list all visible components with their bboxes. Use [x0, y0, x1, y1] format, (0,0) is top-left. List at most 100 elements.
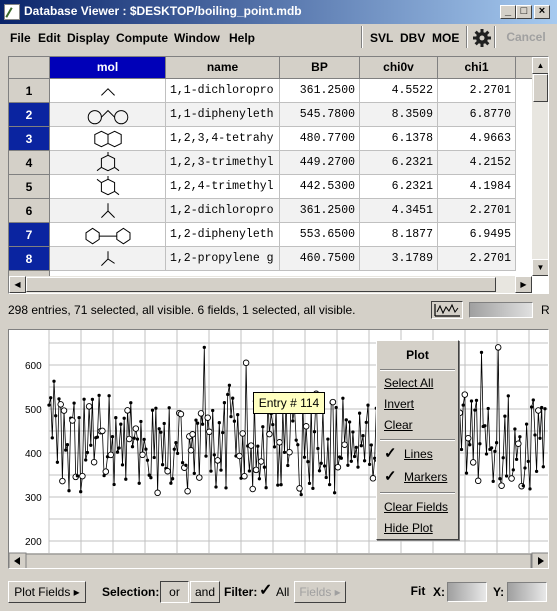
plot-marker[interactable] — [125, 478, 127, 480]
plot-marker[interactable] — [323, 465, 325, 467]
plot-marker[interactable] — [153, 456, 155, 458]
scroll-thumb[interactable] — [533, 74, 548, 102]
column-header-mol[interactable]: mol — [50, 57, 166, 79]
menu-help[interactable]: Help — [229, 31, 255, 45]
table-cell-bp[interactable]: 553.6500 — [280, 223, 360, 247]
plot-marker[interactable] — [161, 464, 163, 466]
table-cell-chi0v[interactable]: 6.1378 — [360, 127, 438, 151]
plot-marker[interactable] — [307, 461, 309, 463]
plot-marker[interactable] — [181, 462, 183, 464]
select-all-item[interactable]: Select All — [384, 376, 433, 390]
plot-marker[interactable] — [173, 448, 175, 450]
plot-marker[interactable] — [536, 408, 542, 414]
plot-marker[interactable] — [350, 460, 352, 462]
plot-marker[interactable] — [83, 398, 85, 400]
plot-marker[interactable] — [150, 477, 152, 479]
plot-marker[interactable] — [355, 446, 357, 448]
plot-marker[interactable] — [68, 490, 70, 492]
plot-marker[interactable] — [525, 423, 527, 425]
plot-marker[interactable] — [168, 407, 170, 409]
plot-marker[interactable] — [176, 452, 178, 454]
plot-marker[interactable] — [495, 442, 497, 444]
plot-marker[interactable] — [502, 457, 504, 459]
plot-marker[interactable] — [131, 446, 133, 448]
plot-marker[interactable] — [345, 419, 347, 421]
plot-marker[interactable] — [258, 459, 264, 465]
table-cell-bp[interactable]: 480.7700 — [280, 127, 360, 151]
y-slider[interactable] — [507, 582, 547, 602]
plot-marker[interactable] — [330, 399, 336, 405]
plot-marker[interactable] — [539, 437, 541, 439]
plot-marker[interactable] — [98, 394, 100, 396]
invert-item[interactable]: Invert — [384, 397, 414, 411]
table-cell-name[interactable]: 1,2-propylene g — [166, 247, 280, 271]
table-cell-bp[interactable]: 361.2500 — [280, 199, 360, 223]
plot-marker[interactable] — [86, 404, 92, 410]
column-header-chi1[interactable]: chi1 — [438, 57, 516, 79]
plot-marker[interactable] — [103, 474, 105, 476]
table-cell-chi1[interactable]: 2.2701 — [438, 247, 516, 271]
scroll-left-button[interactable]: ◀ — [9, 276, 26, 293]
table-cell-chi0v[interactable]: 6.2321 — [360, 151, 438, 175]
row-number[interactable]: 8 — [9, 247, 50, 271]
plot-marker[interactable] — [470, 460, 476, 466]
plot-marker[interactable] — [50, 397, 52, 399]
table-cell-bp[interactable]: 442.5300 — [280, 175, 360, 199]
plot-marker[interactable] — [61, 408, 67, 414]
plot-marker[interactable] — [328, 483, 330, 485]
plot-marker[interactable] — [327, 438, 329, 440]
plot-marker[interactable] — [151, 409, 153, 411]
plot-marker[interactable] — [287, 464, 289, 466]
menu-compute[interactable]: Compute — [116, 31, 168, 45]
table-cell-name[interactable]: 1,1-diphenyleth — [166, 103, 280, 127]
plot-marker[interactable] — [505, 475, 507, 477]
table-cell-bp[interactable]: 449.2700 — [280, 151, 360, 175]
plot-marker[interactable] — [297, 444, 299, 446]
molecule-structure[interactable] — [50, 127, 166, 151]
plot-marker[interactable] — [347, 464, 349, 466]
plot-marker[interactable] — [465, 472, 467, 474]
and-button[interactable]: and — [190, 581, 220, 603]
row-number[interactable]: 2 — [9, 103, 50, 127]
plot-marker[interactable] — [263, 466, 265, 468]
table-cell-chi1[interactable]: 2.2701 — [438, 79, 516, 103]
plot-marker[interactable] — [115, 417, 117, 419]
plot-marker[interactable] — [195, 419, 197, 421]
plot-marker[interactable] — [123, 417, 125, 419]
plot-marker[interactable] — [303, 424, 309, 430]
plot-marker[interactable] — [295, 439, 297, 441]
plot-marker[interactable] — [136, 438, 138, 440]
plot-marker[interactable] — [532, 399, 534, 401]
plot-marker[interactable] — [475, 478, 481, 484]
plot-marker[interactable] — [358, 412, 360, 414]
plot-marker[interactable] — [462, 392, 468, 398]
moe-button[interactable]: MOE — [432, 31, 459, 45]
table-cell-bp[interactable]: 361.2500 — [280, 79, 360, 103]
minimize-button[interactable]: _ — [500, 5, 516, 19]
plot-marker[interactable] — [313, 431, 315, 433]
plot-marker[interactable] — [303, 456, 305, 458]
plot-marker[interactable] — [55, 415, 57, 417]
plot-marker[interactable] — [100, 428, 106, 434]
table-cell-chi1[interactable]: 4.2152 — [438, 151, 516, 175]
plot-marker[interactable] — [248, 470, 250, 472]
row-number[interactable]: 5 — [9, 175, 50, 199]
plot-marker[interactable] — [312, 487, 314, 489]
plot-marker[interactable] — [91, 398, 93, 400]
plot-marker[interactable] — [494, 450, 496, 452]
plot-marker[interactable] — [158, 428, 160, 430]
table-cell-name[interactable]: 1,2-diphenyleth — [166, 223, 280, 247]
plot-marker[interactable] — [140, 420, 142, 422]
hide-plot-item[interactable]: Hide Plot — [384, 521, 433, 535]
plot-marker[interactable] — [485, 453, 487, 455]
plot-marker[interactable] — [318, 470, 320, 472]
table-cell-name[interactable]: 1,2,3,4-tetrahy — [166, 127, 280, 151]
plot-marker[interactable] — [190, 432, 196, 438]
plot-marker[interactable] — [490, 447, 492, 449]
plot-marker[interactable] — [90, 444, 92, 446]
plot-marker[interactable] — [215, 486, 217, 488]
plot-marker[interactable] — [243, 360, 249, 366]
plot-marker[interactable] — [352, 431, 354, 433]
plot-marker[interactable] — [462, 404, 464, 406]
plot-marker[interactable] — [155, 407, 157, 409]
